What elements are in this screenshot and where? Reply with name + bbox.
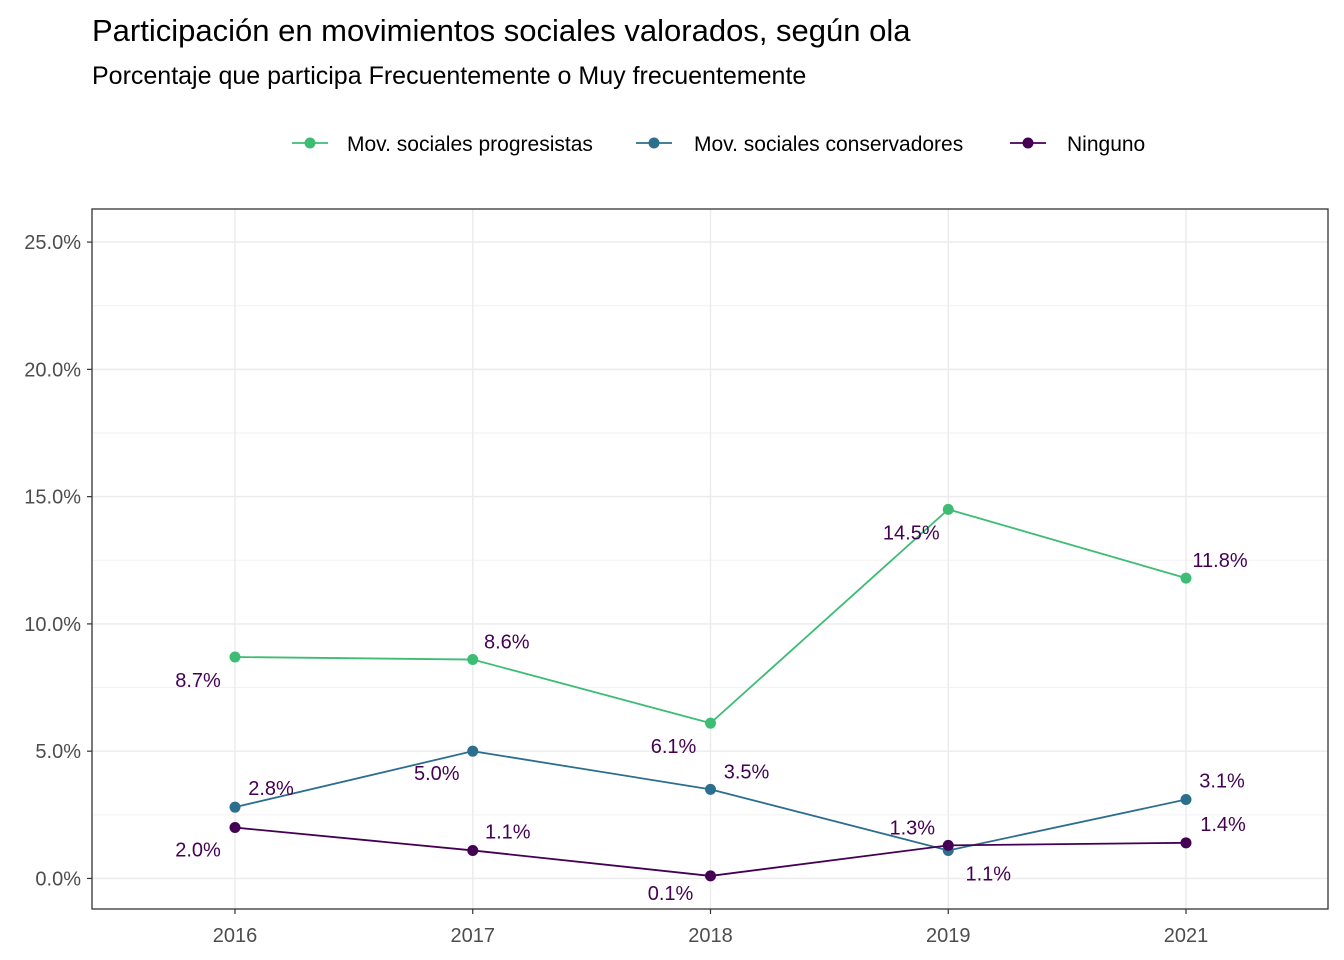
data-label: 1.3% bbox=[889, 817, 935, 839]
y-tick-label: 10.0% bbox=[24, 614, 81, 636]
chart-subtitle: Porcentaje que participa Frecuentemente … bbox=[92, 62, 806, 90]
data-point bbox=[705, 717, 716, 729]
x-tick-label: 2016 bbox=[213, 925, 258, 947]
axes: 0.0% 5.0% 10.0% 15.0% 20.0% 25.0% 2016 2017 2018… bbox=[24, 232, 1208, 947]
legend-key-point bbox=[304, 137, 316, 149]
data-point bbox=[942, 503, 954, 515]
data-point bbox=[1180, 572, 1192, 584]
data-label: 5.0% bbox=[414, 763, 460, 785]
data-point bbox=[467, 844, 479, 856]
data-label: 1.1% bbox=[485, 821, 531, 843]
legend-label: Ninguno bbox=[1067, 133, 1145, 156]
data-point bbox=[467, 745, 479, 757]
series-2 bbox=[229, 745, 1192, 856]
data-label: 8.6% bbox=[484, 632, 530, 654]
data-point bbox=[229, 801, 241, 813]
chart-title: Participación en movimientos sociales va… bbox=[92, 13, 911, 48]
legend-item: Mov. sociales progresistas bbox=[292, 133, 593, 156]
data-point bbox=[229, 822, 241, 834]
data-point bbox=[1180, 794, 1192, 806]
data-label: 2.0% bbox=[175, 840, 221, 862]
data-labels: 8.7% 8.6% 6.1% 14.5% 11.8% 2.8% 5.0% 3.5% 1.1% 3.… bbox=[175, 522, 1248, 905]
legend-label: Mov. sociales progresistas bbox=[347, 133, 593, 156]
legend-item: Ninguno bbox=[1010, 133, 1145, 156]
legend-item: Mov. sociales conservadores bbox=[636, 133, 963, 156]
data-label: 1.1% bbox=[965, 863, 1011, 885]
y-tick-label: 5.0% bbox=[35, 741, 81, 763]
y-tick-label: 20.0% bbox=[24, 359, 81, 381]
series-lines bbox=[229, 503, 1192, 882]
x-tick-label: 2021 bbox=[1164, 925, 1209, 947]
legend-key-point bbox=[1022, 137, 1034, 149]
y-tick-label: 15.0% bbox=[24, 487, 81, 509]
y-tick-label: 0.0% bbox=[35, 868, 81, 890]
legend: Mov. sociales progresistas Mov. sociales … bbox=[292, 133, 1145, 156]
data-point bbox=[1180, 837, 1192, 849]
x-tick-label: 2018 bbox=[688, 925, 733, 947]
x-tick-label: 2019 bbox=[926, 925, 971, 947]
data-label: 3.1% bbox=[1199, 771, 1245, 793]
x-tick-label: 2017 bbox=[451, 925, 496, 947]
data-point bbox=[705, 870, 716, 882]
data-label: 6.1% bbox=[651, 736, 697, 758]
series-3 bbox=[229, 822, 1192, 882]
data-point bbox=[705, 783, 716, 795]
data-point bbox=[942, 839, 954, 851]
data-point bbox=[467, 654, 479, 666]
data-label: 3.5% bbox=[724, 761, 770, 783]
data-label: 1.4% bbox=[1200, 814, 1246, 836]
data-label: 11.8% bbox=[1192, 550, 1247, 572]
legend-key-point bbox=[648, 137, 660, 149]
legend-label: Mov. sociales conservadores bbox=[694, 133, 963, 156]
y-tick-label: 25.0% bbox=[24, 232, 81, 254]
data-label: 8.7% bbox=[175, 670, 221, 692]
data-label: 14.5% bbox=[883, 522, 940, 544]
data-label: 0.1% bbox=[648, 883, 694, 905]
data-point bbox=[229, 651, 241, 663]
data-label: 2.8% bbox=[248, 778, 294, 800]
series-1 bbox=[229, 503, 1192, 729]
grid bbox=[92, 209, 1328, 909]
